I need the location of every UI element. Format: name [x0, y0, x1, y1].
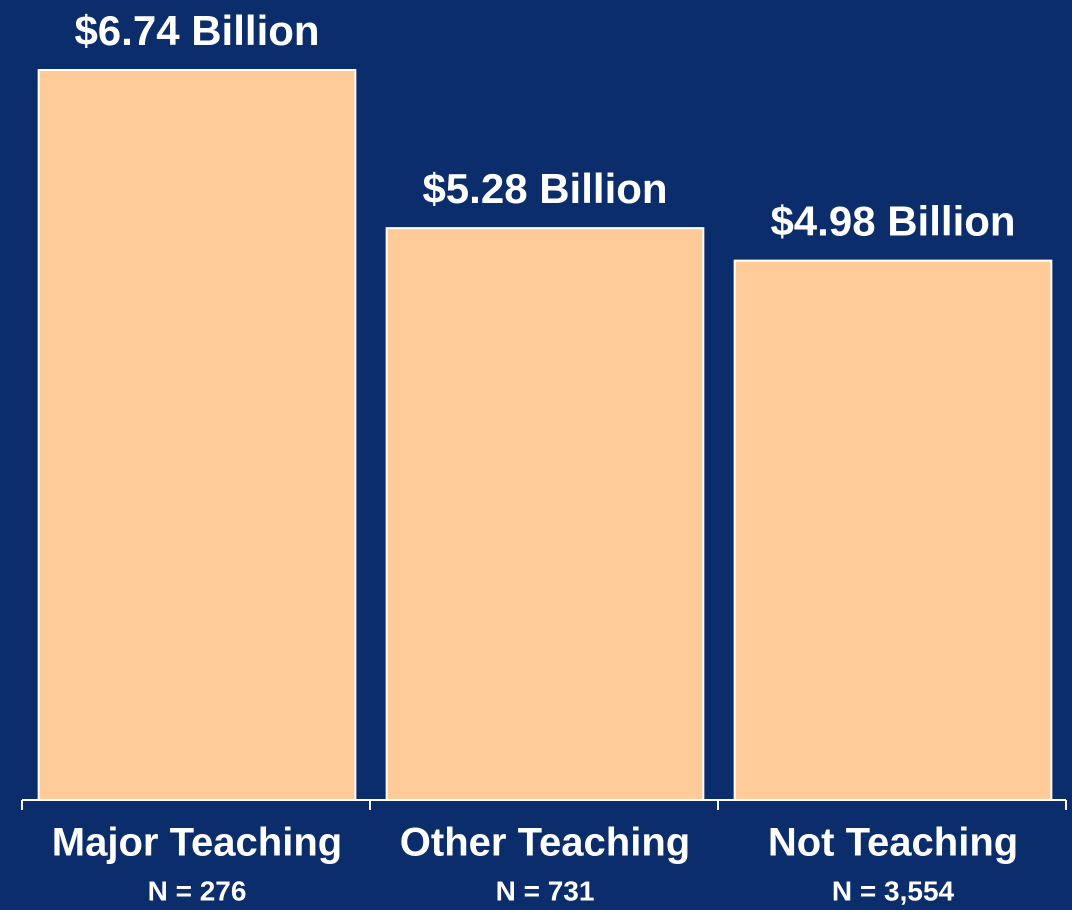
- x-tick-label: Other Teaching: [400, 821, 690, 865]
- category-note: N = 276: [148, 875, 247, 906]
- value-label: $6.74 Billion: [74, 7, 319, 54]
- bar: [385, 227, 705, 802]
- value-label: $4.98 Billion: [770, 198, 1015, 245]
- category-note: N = 731: [496, 875, 595, 906]
- bar: [733, 259, 1053, 801]
- x-tick-label: Major Teaching: [52, 821, 342, 865]
- bar: [37, 69, 357, 801]
- value-label: $5.28 Billion: [422, 165, 667, 212]
- category-note: N = 3,554: [832, 875, 955, 906]
- x-tick-label: Not Teaching: [768, 821, 1018, 865]
